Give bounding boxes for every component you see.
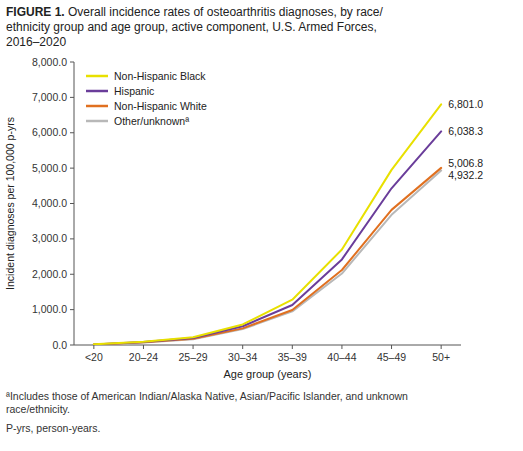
legend-label: Hispanic — [114, 85, 154, 97]
y-tick-label: 2,000.0 — [32, 268, 67, 280]
x-tick — [93, 345, 94, 349]
y-axis — [74, 62, 75, 345]
data-label: 4,932.2 — [448, 169, 483, 181]
y-tick — [70, 168, 74, 169]
y-tick — [70, 238, 74, 239]
plot-lines — [94, 104, 441, 344]
x-tick — [143, 345, 144, 349]
y-tick-label: 0.0 — [52, 339, 67, 351]
x-tick-label: 45–49 — [377, 351, 406, 363]
x-axis — [74, 345, 461, 346]
y-tick-label: 3,000.0 — [32, 232, 67, 244]
y-tick — [70, 345, 74, 346]
x-tick-label: 30–34 — [228, 351, 257, 363]
x-tick — [242, 345, 243, 349]
x-tick — [391, 345, 392, 349]
legend-label: Non-Hispanic White — [114, 100, 207, 112]
x-tick-label: 35–39 — [278, 351, 307, 363]
y-tick-label: 5,000.0 — [32, 162, 67, 174]
y-tick — [70, 309, 74, 310]
y-tick-label: 8,000.0 — [32, 56, 67, 68]
legend-swatch — [86, 75, 108, 78]
data-label: 6,801.0 — [448, 98, 483, 110]
legend-label: Non-Hispanic Black — [114, 70, 206, 82]
x-tick-label: 20–24 — [129, 351, 158, 363]
y-tick — [70, 97, 74, 98]
series-line — [94, 168, 441, 345]
footnote: ªIncludes those of American Indian/Alask… — [6, 390, 408, 415]
legend-label: Other/unknownª — [114, 115, 189, 127]
footnote: P-yrs, person-years. — [6, 422, 101, 434]
y-tick — [70, 203, 74, 204]
y-tick-label: 1,000.0 — [32, 303, 67, 315]
x-axis-label: Age group (years) — [223, 368, 311, 380]
legend-swatch — [86, 120, 108, 123]
data-label: 6,038.3 — [448, 125, 483, 137]
y-axis-label: Incident diagnoses per 100,000 p-yrs — [4, 117, 16, 290]
x-tick — [341, 345, 342, 349]
x-tick-label: 25–29 — [178, 351, 207, 363]
chart: FIGURE 1. Overall incidence rates of ost… — [0, 0, 523, 451]
x-tick-label: <20 — [85, 351, 103, 363]
x-tick — [193, 345, 194, 349]
x-tick — [292, 345, 293, 349]
y-tick-label: 4,000.0 — [32, 197, 67, 209]
x-tick-label: 50+ — [432, 351, 450, 363]
y-tick-label: 6,000.0 — [32, 126, 67, 138]
legend-swatch — [86, 90, 108, 93]
legend-swatch — [86, 105, 108, 108]
y-tick — [70, 274, 74, 275]
y-tick-label: 7,000.0 — [32, 91, 67, 103]
title: FIGURE 1. Overall incidence rates of ost… — [6, 5, 384, 49]
series-line — [94, 104, 441, 344]
y-tick — [70, 132, 74, 133]
data-label: 5,006.8 — [448, 157, 483, 169]
y-tick — [70, 62, 74, 63]
legend: Non-Hispanic Black Hispanic Non-Hispanic W… — [86, 70, 207, 127]
x-tick — [441, 345, 442, 349]
x-tick-label: 40–44 — [327, 351, 356, 363]
